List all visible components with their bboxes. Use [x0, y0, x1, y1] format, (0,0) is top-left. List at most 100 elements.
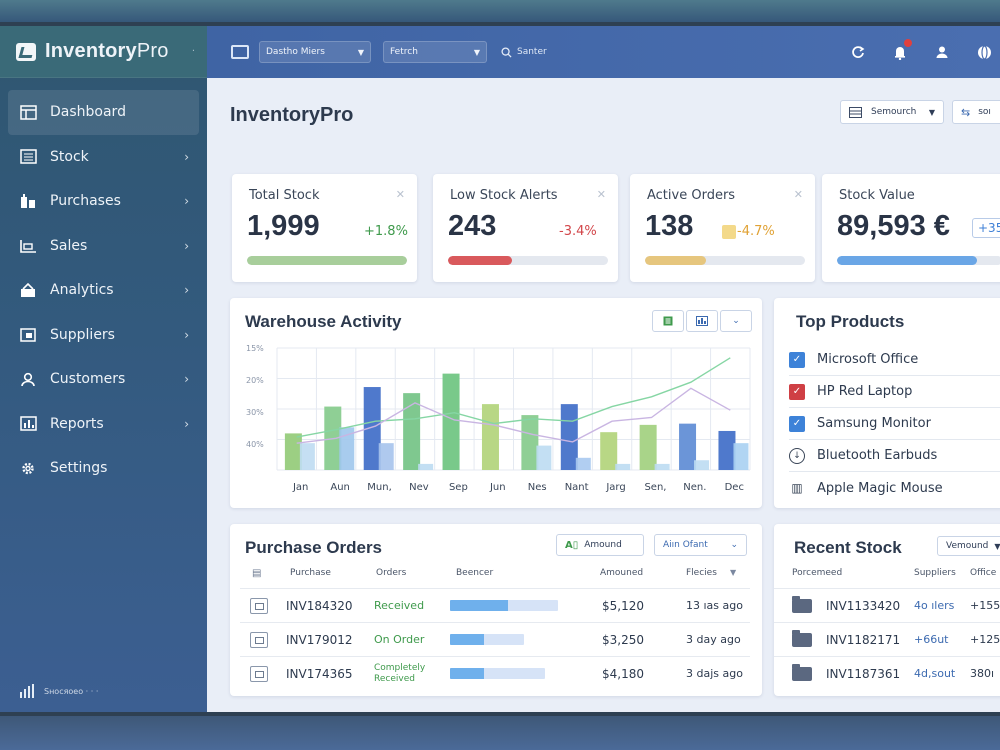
spreadsheet-icon: A▯ — [565, 539, 579, 551]
dashboard-icon — [20, 105, 37, 120]
x-tick-label: Nes — [528, 482, 547, 493]
col-purchase[interactable]: Purchase — [290, 568, 331, 578]
kpi-card-active-orders[interactable]: Active Orders ✕ 138 -4.7% — [630, 174, 815, 282]
collapse-dot-icon[interactable]: · — [191, 46, 195, 57]
recent-stock-dropdown[interactable]: Vemound ▼ — [937, 536, 1000, 556]
table-row[interactable]: INV184320 Received $5,120 13 ıas ago — [240, 588, 750, 622]
po-id: INV179012 — [286, 632, 353, 647]
top-product-row[interactable]: ✓Samsung Monitor178 — [789, 408, 1000, 440]
bar-secondary-3[interactable] — [378, 443, 394, 470]
col-porcemeed[interactable]: Porcemeed — [792, 568, 843, 578]
top-product-row[interactable]: ✓HP Red Laptop210 — [789, 376, 1000, 408]
bar-primary-11[interactable] — [679, 423, 697, 470]
bar-primary-10[interactable] — [639, 424, 657, 470]
bar-primary-1[interactable] — [284, 433, 302, 470]
document-icon — [250, 597, 268, 614]
fetch-select-value: Fetrch — [390, 47, 418, 57]
kpi-card-stock-value[interactable]: Stock Value 89,593 € +350 — [822, 174, 1000, 282]
bar-primary-7[interactable] — [521, 415, 539, 470]
col-office[interactable]: Office — [970, 568, 997, 578]
calendar-icon[interactable] — [231, 45, 249, 59]
chart-view-toggle[interactable] — [686, 310, 718, 332]
bar-secondary-2[interactable] — [339, 427, 355, 470]
checkbox-checked-icon[interactable]: ✓ — [789, 351, 805, 368]
close-icon[interactable]: ✕ — [395, 188, 405, 201]
chart-table-toggle[interactable] — [652, 310, 684, 332]
sidebar-item-purchases[interactable]: Purchases › — [0, 179, 207, 224]
sidebar-item-suppliers[interactable]: Suppliers › — [0, 313, 207, 358]
col-amount[interactable]: Amouned — [600, 568, 644, 578]
table-row[interactable]: INV1133420 4o ılers +155ı — [774, 588, 1000, 622]
bars-icon: ▥ — [791, 481, 803, 495]
refresh-icon[interactable] — [850, 44, 866, 60]
checkbox-checked-icon[interactable]: ✓ — [789, 415, 805, 432]
table-row[interactable]: INV174365 Completely Received $4,180 3 dajs… — [240, 656, 750, 690]
spreadsheet-icon — [663, 316, 673, 326]
bar-secondary-9[interactable] — [615, 463, 631, 470]
bar-secondary-4[interactable] — [418, 463, 434, 470]
sort-button[interactable]: ⇆ soı — [952, 100, 1000, 124]
bar-primary-6[interactable] — [481, 404, 499, 470]
col-suppliers[interactable]: Suppliers — [914, 568, 956, 578]
kpi-title: Stock Value — [839, 188, 915, 203]
view-select[interactable]: Dastho Miers ▼ — [259, 41, 371, 63]
top-products-card: Top Products ✓Microsoft Office600✓HP Red… — [774, 298, 1000, 508]
col-orders[interactable]: Orders — [376, 568, 407, 578]
sidebar-item-label: Settings — [50, 460, 108, 477]
amount-button[interactable]: A▯ Amound — [556, 534, 644, 556]
bar-secondary-11[interactable] — [694, 460, 710, 470]
bar-secondary-12[interactable] — [733, 443, 749, 470]
col-beencer[interactable]: Beencer — [456, 568, 494, 578]
sidebar-item-sales[interactable]: Sales › — [0, 224, 207, 269]
globe-icon[interactable] — [976, 44, 992, 60]
chevron-right-icon: › — [184, 194, 189, 209]
col-flecies[interactable]: Flecies — [686, 568, 717, 578]
sidebar-item-dashboard[interactable]: Dashboard — [8, 90, 199, 135]
stock-supplier: +66ut — [914, 633, 949, 646]
bar-primary-8[interactable] — [560, 404, 578, 470]
search-box[interactable]: Santer — [501, 46, 547, 58]
sidebar-item-reports[interactable]: Reports › — [0, 402, 207, 447]
sidebar-item-analytics[interactable]: Analytics › — [0, 268, 207, 313]
bar-primary-5[interactable] — [442, 373, 460, 470]
bar-primary-9[interactable] — [600, 432, 618, 470]
bar-secondary-8[interactable] — [575, 457, 591, 470]
sidebar-item-stock[interactable]: Stock › — [0, 135, 207, 180]
top-product-row[interactable]: ✓Microsoft Office600 — [789, 344, 1000, 376]
purchases-icon — [20, 193, 37, 209]
bar-primary-4[interactable] — [403, 393, 421, 470]
kpi-card-low-stock-alerts[interactable]: Low Stock Alerts ✕ 243 -3.4% — [433, 174, 618, 282]
po-amount: $4,180 — [602, 666, 644, 681]
sidebar-item-customers[interactable]: Customers › — [0, 357, 207, 402]
fetch-select[interactable]: Fetrch ▼ — [383, 41, 487, 63]
bar-secondary-10[interactable] — [654, 463, 670, 470]
po-amount: $3,250 — [602, 632, 644, 647]
checkbox-checked-icon[interactable]: ✓ — [789, 383, 805, 400]
chart-options-toggle[interactable]: ⌄ — [720, 310, 752, 332]
bar-secondary-1[interactable] — [299, 443, 315, 470]
sidebar-item-settings[interactable]: Settings — [0, 446, 207, 491]
table-row[interactable]: INV1182171 +66ut +125ı — [774, 622, 1000, 656]
filter-button[interactable]: Aiın Ofant ⌄ — [654, 534, 747, 556]
kpi-card-total-stock[interactable]: Total Stock ✕ 1,999 +1.8% — [232, 174, 417, 282]
warning-icon — [722, 225, 736, 239]
search-dropdown-button[interactable]: Semourch ▼ — [840, 100, 944, 124]
top-product-row[interactable]: ↓Bluetooth Earbuds135 — [789, 440, 1000, 472]
reports-icon — [20, 416, 37, 431]
bell-icon[interactable] — [892, 39, 912, 60]
top-product-row[interactable]: ▥Apple Magic Mouse125 — [789, 472, 1000, 504]
sort-down-icon[interactable]: ▼ — [730, 568, 737, 577]
filter-chevron-icon: ⌄ — [730, 540, 738, 550]
bar-primary-3[interactable] — [363, 387, 381, 470]
user-icon[interactable] — [934, 44, 950, 60]
bar-secondary-7[interactable] — [536, 445, 552, 470]
table-row[interactable]: INV179012 On Order $3,250 3 day ago — [240, 622, 750, 656]
close-icon[interactable]: ✕ — [596, 188, 606, 201]
search-input[interactable]: Santer — [517, 47, 547, 57]
sidebar-nav: Dashboard Stock › Purchases › Sales › Analytics… — [0, 78, 207, 491]
po-id: INV174365 — [286, 666, 353, 681]
bar-primary-12[interactable] — [718, 430, 736, 470]
table-row[interactable]: INV1187361 4d,sout 380ı — [774, 656, 1000, 690]
brand[interactable]: InventoryPro · — [0, 26, 207, 78]
close-icon[interactable]: ✕ — [793, 188, 803, 201]
